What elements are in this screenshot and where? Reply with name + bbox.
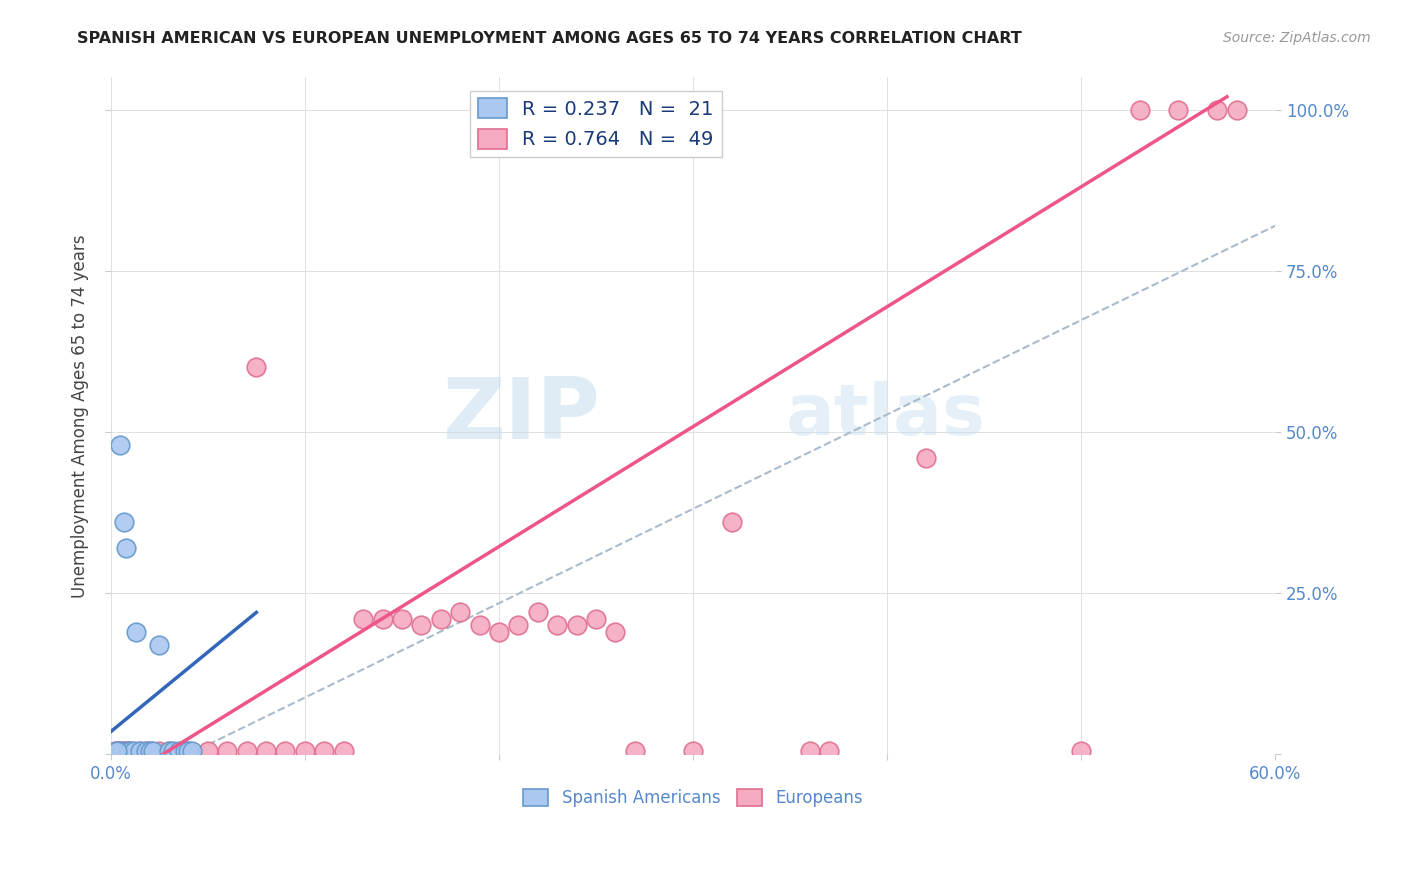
Point	[527, 606, 550, 620]
Point	[157, 744, 180, 758]
Point	[235, 744, 257, 758]
Point	[449, 606, 471, 620]
Point	[818, 744, 841, 758]
Point	[177, 744, 200, 758]
Legend: Spanish Americans, Europeans: Spanish Americans, Europeans	[516, 782, 869, 814]
Point	[314, 744, 336, 758]
Text: SPANISH AMERICAN VS EUROPEAN UNEMPLOYMENT AMONG AGES 65 TO 74 YEARS CORRELATION : SPANISH AMERICAN VS EUROPEAN UNEMPLOYMEN…	[77, 31, 1022, 46]
Text: atlas: atlas	[786, 381, 986, 450]
Point	[411, 618, 433, 632]
Point	[1226, 103, 1249, 117]
Point	[468, 618, 491, 632]
Y-axis label: Unemployment Among Ages 65 to 74 years: Unemployment Among Ages 65 to 74 years	[72, 234, 89, 598]
Point	[142, 744, 165, 758]
Point	[1206, 103, 1229, 117]
Point	[181, 744, 204, 758]
Point	[371, 612, 394, 626]
Point	[112, 744, 135, 758]
Point	[197, 744, 219, 758]
Point	[245, 360, 267, 375]
Point	[217, 744, 239, 758]
Point	[682, 744, 704, 758]
Point	[254, 744, 277, 758]
Text: Source: ZipAtlas.com: Source: ZipAtlas.com	[1223, 31, 1371, 45]
Point	[115, 541, 138, 555]
Point	[120, 744, 142, 758]
Point	[799, 744, 821, 758]
Point	[117, 744, 139, 758]
Point	[915, 450, 938, 465]
Point	[332, 744, 354, 758]
Point	[173, 744, 195, 758]
Point	[167, 744, 190, 758]
Point	[1070, 744, 1092, 758]
Point	[585, 612, 607, 626]
Point	[128, 744, 150, 758]
Point	[294, 744, 316, 758]
Point	[135, 744, 157, 758]
Point	[120, 744, 142, 758]
Point	[110, 744, 132, 758]
Point	[115, 744, 138, 758]
Point	[105, 744, 128, 758]
Point	[111, 744, 134, 758]
Point	[274, 744, 297, 758]
Point	[546, 618, 568, 632]
Point	[565, 618, 588, 632]
Point	[148, 744, 170, 758]
Point	[125, 624, 148, 639]
Point	[128, 744, 150, 758]
Point	[122, 744, 145, 758]
Point	[605, 624, 627, 639]
Point	[1128, 103, 1150, 117]
Point	[488, 624, 510, 639]
Point	[721, 515, 744, 529]
Point	[138, 744, 160, 758]
Text: ZIP: ZIP	[441, 375, 600, 458]
Point	[352, 612, 374, 626]
Point	[107, 744, 129, 758]
Point	[624, 744, 647, 758]
Point	[111, 744, 134, 758]
Point	[429, 612, 451, 626]
Point	[148, 638, 170, 652]
Point	[110, 438, 132, 452]
Point	[104, 744, 127, 758]
Point	[105, 744, 128, 758]
Point	[112, 515, 135, 529]
Point	[391, 612, 413, 626]
Point	[162, 744, 184, 758]
Point	[117, 744, 139, 758]
Point	[508, 618, 530, 632]
Point	[177, 744, 200, 758]
Point	[135, 744, 157, 758]
Point	[138, 744, 160, 758]
Point	[105, 744, 128, 758]
Point	[157, 744, 180, 758]
Point	[1167, 103, 1189, 117]
